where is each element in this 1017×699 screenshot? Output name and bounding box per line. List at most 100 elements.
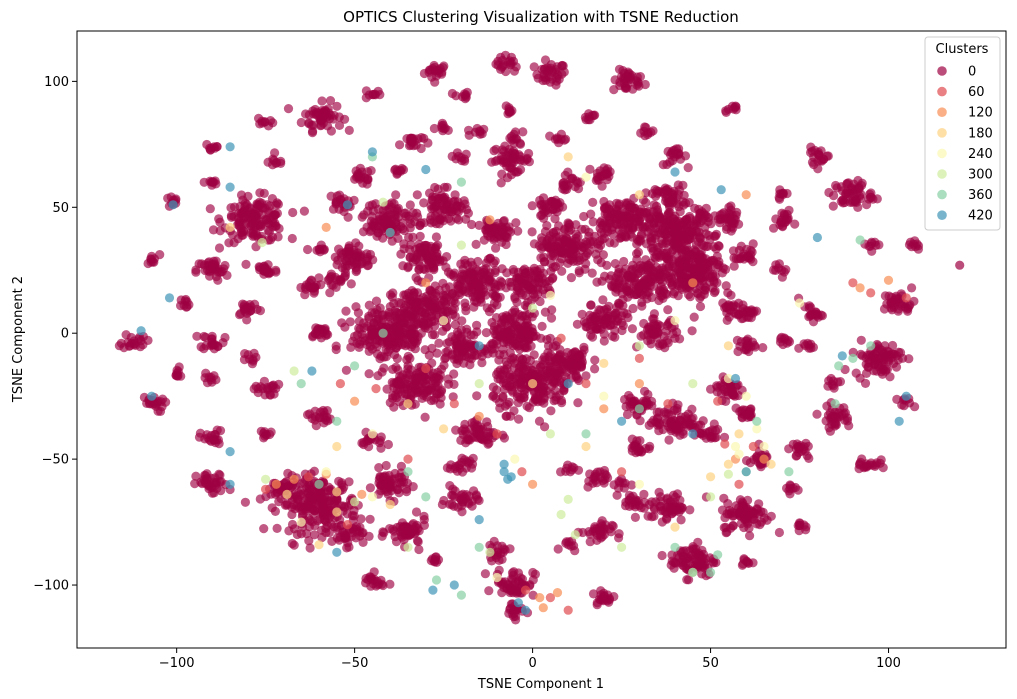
- point-cluster-0: [792, 439, 802, 449]
- point-cluster-0: [430, 77, 440, 87]
- point-cluster-0: [540, 55, 551, 65]
- point-cluster-0: [743, 495, 753, 505]
- point-cluster-0: [395, 140, 405, 150]
- point-cluster-0: [681, 554, 691, 564]
- point-cluster-0: [381, 460, 391, 471]
- point-cluster-0: [811, 307, 821, 317]
- point-cluster-0: [879, 304, 890, 314]
- point-cluster-0: [877, 369, 888, 379]
- point-cluster-0: [685, 505, 695, 515]
- point-cluster-0: [719, 208, 729, 218]
- point-cluster-0: [850, 197, 860, 207]
- point-cluster-0: [372, 576, 382, 587]
- point-cluster-0: [344, 125, 354, 135]
- point-cluster-0: [587, 268, 597, 278]
- point-cluster-0: [587, 321, 597, 331]
- point-cluster-0: [497, 169, 507, 179]
- point-cluster-0: [620, 232, 630, 242]
- point-cluster-0: [639, 489, 649, 499]
- point-cluster-0: [685, 211, 695, 222]
- point-cluster-0: [474, 281, 484, 291]
- point-cluster-0: [434, 338, 444, 348]
- point-cluster-0: [272, 523, 282, 534]
- point-cluster-0: [319, 413, 329, 423]
- point-cluster-0: [207, 340, 218, 350]
- point-cluster-0: [611, 316, 621, 326]
- point-cluster-0: [627, 324, 638, 334]
- point-cluster-0: [299, 206, 309, 216]
- point-cluster-0: [509, 146, 519, 156]
- point-cluster-0: [865, 192, 876, 202]
- point-cluster-0: [312, 107, 322, 117]
- point-cluster-0: [870, 237, 880, 247]
- point-cluster-0: [577, 359, 587, 369]
- point-cluster-0: [637, 297, 647, 307]
- point-cluster-0: [506, 281, 516, 291]
- point-cluster-0: [366, 166, 376, 176]
- point-cluster-0: [675, 495, 685, 505]
- point-cluster-0: [309, 505, 319, 515]
- point-cluster-0: [311, 280, 321, 290]
- point-cluster-0: [370, 89, 380, 99]
- point-cluster-0: [663, 498, 673, 508]
- point-cluster-0: [341, 306, 351, 316]
- point-cluster-0: [643, 511, 653, 521]
- point-cluster-0: [835, 377, 846, 387]
- point-cluster-0: [453, 281, 463, 291]
- point-cluster-0: [513, 267, 524, 277]
- point-cluster-0: [696, 269, 706, 279]
- point-cluster-0: [268, 210, 278, 220]
- point-cluster-0: [511, 167, 521, 177]
- point-cluster-0: [795, 520, 805, 531]
- point-cluster-0: [628, 260, 638, 270]
- point-cluster-0: [501, 411, 511, 421]
- point-cluster-0: [666, 417, 676, 427]
- point-cluster-0: [264, 269, 274, 279]
- point-cluster-0: [572, 319, 583, 329]
- point-cluster-0: [364, 369, 374, 379]
- point-cluster-0: [617, 289, 627, 299]
- point-cluster-0: [509, 138, 519, 148]
- point-cluster-0: [822, 401, 832, 411]
- point-cluster-0: [650, 321, 660, 331]
- point-cluster-0: [654, 274, 664, 285]
- point-cluster-0: [228, 230, 238, 240]
- point-cluster-0: [758, 343, 768, 353]
- point-cluster-0: [711, 229, 722, 239]
- point-cluster-0: [590, 355, 600, 365]
- point-cluster-0: [511, 62, 521, 72]
- point-cluster-0: [639, 318, 649, 329]
- point-cluster-0: [514, 414, 524, 424]
- point-cluster-0: [271, 221, 281, 231]
- point-cluster-0: [351, 166, 361, 176]
- point-cluster-0: [457, 351, 467, 361]
- point-cluster-0: [609, 85, 619, 95]
- point-cluster-0: [385, 579, 395, 589]
- point-cluster-0: [251, 381, 261, 391]
- point-cluster-0: [436, 393, 446, 403]
- point-cluster-0: [314, 244, 324, 254]
- point-cluster-0: [364, 337, 374, 348]
- point-cluster-0: [483, 421, 493, 432]
- point-cluster-0: [496, 52, 506, 63]
- point-cluster-0: [426, 395, 436, 406]
- point-cluster-0: [695, 301, 706, 312]
- point-cluster-0: [340, 533, 350, 544]
- point-cluster-0: [301, 504, 311, 514]
- point-cluster-0: [464, 491, 474, 501]
- point-cluster-0: [212, 142, 222, 152]
- point-cluster-0: [482, 228, 492, 238]
- point-cluster-0: [497, 277, 507, 287]
- point-cluster-0: [632, 72, 642, 82]
- point-cluster-0: [389, 526, 399, 536]
- point-cluster-0: [536, 211, 546, 221]
- point-cluster-0: [733, 310, 744, 320]
- point-cluster-0: [708, 283, 718, 293]
- point-cluster-0: [841, 188, 851, 199]
- point-cluster-0: [562, 347, 573, 358]
- point-cluster-0: [552, 76, 562, 86]
- point-cluster-0: [600, 271, 610, 281]
- point-cluster-0: [163, 193, 173, 203]
- point-cluster-0: [663, 305, 673, 315]
- point-cluster-0: [724, 312, 734, 322]
